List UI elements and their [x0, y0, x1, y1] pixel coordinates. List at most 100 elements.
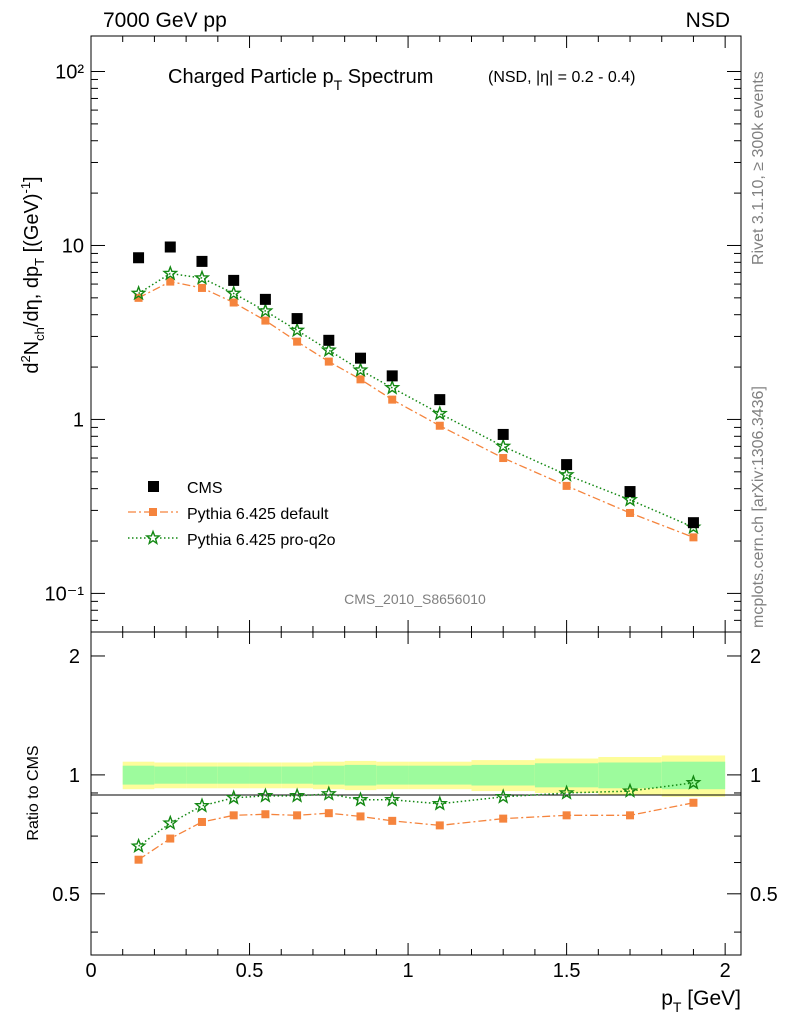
legend: CMS Pythia 6.425 default Pythia 6.425 pr…	[128, 480, 336, 549]
ratio-band-inner	[534, 763, 599, 788]
point-cms	[497, 428, 509, 440]
legend-marker-cms	[148, 481, 159, 492]
ratio-y-tick-label-right: 1	[750, 765, 761, 787]
point-default	[562, 481, 571, 490]
point-cms	[228, 274, 240, 286]
main-y-tick-label: 10²	[55, 62, 84, 84]
ratio-series-layer	[130, 774, 702, 864]
point-default	[229, 298, 238, 307]
ratio-band-inner	[281, 766, 313, 784]
ratio-band-inner	[408, 765, 472, 785]
point-cms	[164, 241, 176, 253]
point-proq2o	[558, 466, 575, 482]
ratio-point-proq2o	[130, 837, 147, 854]
point-default	[166, 277, 175, 286]
ratio-point-default	[562, 811, 571, 820]
main-y-label: d2Nch/dη, dpT [(GeV)-1]	[18, 176, 47, 373]
ratio-panel-frame	[90, 631, 742, 956]
ratio-point-proq2o	[621, 782, 639, 798]
x-tick-label: 1.5	[553, 960, 581, 982]
main-y-tick-label: 10	[62, 235, 84, 257]
ratio-band-inner	[471, 764, 535, 786]
watermark: CMS_2010_S8656010	[344, 591, 486, 607]
point-proq2o	[431, 405, 448, 421]
x-tick-label: 1	[403, 960, 414, 982]
legend-marker-default	[149, 508, 157, 516]
ratio-point-default	[197, 817, 206, 826]
ratio-point-default	[689, 798, 698, 807]
ratio-ticks	[90, 632, 741, 955]
ratio-band-inner	[154, 766, 187, 784]
series-line-proq2o	[138, 272, 694, 528]
ratio-point-default	[324, 809, 333, 818]
point-cms	[323, 334, 335, 346]
main-ticks	[90, 36, 741, 633]
point-cms	[196, 255, 208, 267]
ratio-band-inner	[122, 765, 155, 785]
point-proq2o	[193, 269, 211, 285]
ratio-panel: 0.5 0.5 1 1 2 2 0 0.5 1 1.5 2 Ratio to CMS pT [GeV…	[25, 631, 778, 1015]
ratio-bands	[122, 755, 726, 797]
ratio-point-default	[166, 834, 175, 843]
ratio-y-tick-label: 0.5	[52, 884, 80, 906]
legend-label-cms: CMS	[187, 480, 223, 497]
ratio-band-inner	[186, 766, 218, 784]
main-y-tick-label: 10⁻¹	[45, 583, 85, 605]
x-tick-label: 2	[720, 960, 731, 982]
point-proq2o	[162, 264, 179, 281]
point-default	[499, 454, 508, 463]
point-proq2o	[621, 491, 639, 507]
legend-marker-proq2o	[144, 529, 162, 545]
point-proq2o	[384, 379, 401, 395]
ratio-point-default	[388, 816, 397, 825]
point-cms	[434, 394, 446, 406]
x-axis-label: pT [GeV]	[661, 987, 741, 1015]
legend-label-default: Pythia 6.425 default	[187, 506, 329, 523]
ratio-point-default	[356, 812, 365, 821]
header-left: 7000 GeV pp	[103, 9, 227, 32]
main-y-tick-label: 1	[73, 409, 84, 431]
point-default	[689, 533, 698, 542]
point-cms	[687, 517, 699, 529]
ratio-y-tick-label: 1	[69, 765, 80, 787]
point-cms	[133, 252, 145, 264]
point-proq2o	[320, 341, 337, 358]
ratio-point-default	[499, 814, 508, 823]
point-proq2o	[130, 284, 147, 301]
ratio-band-inner	[344, 764, 377, 786]
point-default	[388, 395, 397, 404]
ratio-point-proq2o	[431, 795, 448, 811]
ratio-point-proq2o	[685, 774, 702, 790]
ratio-band-inner	[376, 765, 409, 785]
point-proq2o	[225, 284, 242, 301]
ratio-point-proq2o	[225, 789, 242, 805]
point-default	[324, 357, 333, 366]
point-default	[261, 316, 270, 325]
point-default	[626, 508, 635, 517]
mcplots-label: mcplots.cern.ch [arXiv:1306.3436]	[750, 386, 767, 628]
ratio-tick-labels: 0.5 0.5 1 1 2 2 0 0.5 1 1.5 2	[52, 646, 778, 982]
ratio-y-label: Ratio to CMS	[25, 745, 42, 840]
point-default	[293, 337, 302, 346]
point-proq2o	[257, 302, 274, 318]
point-cms	[386, 370, 398, 382]
ratio-point-proq2o	[257, 787, 274, 803]
legend-label-proq2o: Pythia 6.425 pro-q2o	[187, 532, 336, 549]
point-proq2o	[495, 437, 512, 454]
ratio-point-proq2o	[289, 787, 306, 803]
chart-title: Charged Particle pT Spectrum	[168, 66, 433, 93]
ratio-line-default	[138, 802, 694, 861]
point-cms	[561, 459, 573, 471]
point-default	[356, 375, 365, 384]
point-proq2o	[288, 321, 306, 338]
ratio-band-inner	[312, 765, 345, 785]
ratio-point-proq2o	[558, 784, 575, 800]
ratio-point-default	[229, 811, 238, 820]
ratio-y-tick-label-right: 2	[750, 646, 761, 668]
header-right: NSD	[686, 9, 730, 32]
ratio-y-tick-label: 2	[69, 646, 80, 668]
ratio-point-default	[435, 821, 444, 830]
point-cms	[624, 486, 636, 498]
